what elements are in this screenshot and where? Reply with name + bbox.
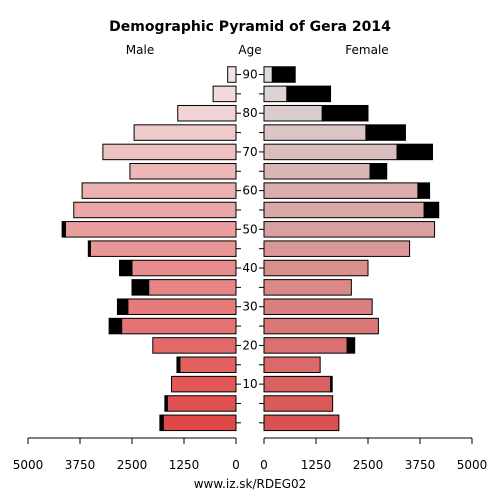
age-label-40: 40 [242,261,257,275]
male-bar-65-69 [129,163,237,180]
female-excess-85-89 [286,85,332,103]
male-bar-10-14 [171,375,237,393]
male-bar-20-24 [152,337,237,354]
female-excess-70-74 [396,143,433,161]
male-bar-70-74 [102,143,237,161]
male-excess-35-39 [131,279,150,296]
male-excess-50-54 [61,221,66,238]
female-value-label: 0 [260,458,268,472]
male-excess-30-34 [116,298,129,315]
female-bar-0-4 [263,414,340,432]
female-header: Female [345,43,388,57]
female-bar-40-44 [263,259,369,277]
age-label-60: 60 [242,184,257,198]
female-value-label: 1250 [301,458,332,472]
female-value-label: 3750 [405,458,436,472]
male-value-label: 5000 [13,458,44,472]
female-value-label: 5000 [457,458,488,472]
age-label-80: 80 [242,106,257,120]
male-bar-45-49 [89,240,237,257]
female-bar-65-69 [263,163,371,180]
male-excess-15-19 [176,356,181,374]
age-label-20: 20 [242,338,257,352]
male-excess-45-49 [87,240,91,257]
male-excess-25-29 [108,317,123,335]
bars-group [61,66,440,432]
female-bar-80-84 [263,104,323,122]
male-excess-40-44 [119,259,133,277]
female-excess-60-64 [417,182,431,199]
female-bar-5-9 [263,395,334,412]
male-header: Male [126,43,154,57]
chart-title: Demographic Pyramid of Gera 2014 [109,19,391,35]
female-excess-80-84 [321,104,369,122]
female-excess-65-69 [369,163,388,180]
age-label-70: 70 [242,145,257,159]
source-footer: www.iz.sk/RDEG02 [194,477,307,491]
male-bar-40-44 [131,259,237,277]
female-bar-25-29 [263,317,379,335]
female-bar-90+ [263,66,273,83]
male-bar-55-59 [73,201,237,219]
female-excess-55-59 [423,201,440,219]
female-value-label: 2500 [353,458,384,472]
male-bar-35-39 [148,279,237,296]
female-bar-45-49 [263,240,411,257]
female-bar-35-39 [263,279,352,296]
male-bar-15-19 [179,356,237,374]
female-bar-70-74 [263,143,398,161]
male-bar-75-79 [133,124,237,141]
female-excess-75-79 [365,124,406,141]
male-bar-80-84 [177,104,237,122]
female-bar-20-24 [263,337,348,354]
male-value-label: 2500 [117,458,148,472]
male-bar-85-89 [212,85,237,103]
male-value-label: 3750 [65,458,96,472]
female-bar-15-19 [263,356,321,374]
female-bar-85-89 [263,85,288,103]
male-bar-50-54 [64,221,237,238]
male-bar-90+ [227,66,237,83]
female-excess-20-24 [346,337,356,354]
age-label-50: 50 [242,222,257,236]
age-label-90: 90 [242,68,257,82]
male-bar-5-9 [166,395,237,412]
male-bar-25-29 [121,317,237,335]
male-excess-0-4 [159,414,164,432]
female-bar-50-54 [263,221,436,238]
age-label-10: 10 [242,377,257,391]
female-bar-60-64 [263,182,419,199]
axes-group: 10 20 30 40 50 60 70 80 90 5000 3750 2500 1250 0 0 1250… [13,68,488,472]
female-bar-75-79 [263,124,367,141]
male-value-label: 1250 [169,458,200,472]
male-bar-30-34 [127,298,237,315]
male-bar-60-64 [81,182,237,199]
female-excess-10-14 [330,375,333,393]
male-value-label: 0 [232,458,240,472]
female-bar-30-34 [263,298,373,315]
age-header: Age [238,43,261,57]
female-bar-55-59 [263,201,425,219]
female-bar-10-14 [263,375,332,393]
male-bar-0-4 [162,414,237,432]
female-excess-90+ [271,66,296,83]
male-excess-5-9 [164,395,168,412]
age-label-30: 30 [242,300,257,314]
